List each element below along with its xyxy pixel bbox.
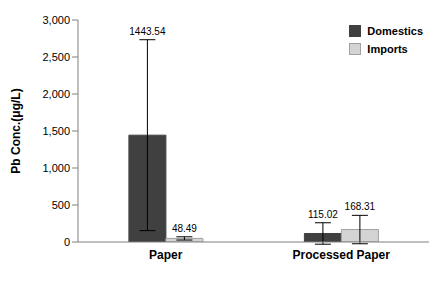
svg-text:2,500: 2,500	[42, 51, 70, 63]
svg-text:1,500: 1,500	[42, 125, 70, 137]
html-text:Domestics: Domestics	[367, 25, 423, 37]
svg-text:Processed Paper: Processed Paper	[293, 248, 391, 262]
html-text:Imports: Imports	[367, 43, 408, 55]
svg-text:115.02: 115.02	[308, 209, 338, 220]
svg-text:Pb Conc.(μg/L): Pb Conc.(μg/L)	[9, 88, 23, 173]
svg-text:1443.54: 1443.54	[129, 26, 166, 37]
svg-text:Paper: Paper	[149, 248, 183, 262]
svg-text:48.49: 48.49	[172, 223, 197, 234]
svg-text:0: 0	[64, 236, 70, 248]
svg-text:1,000: 1,000	[42, 162, 70, 174]
svg-text:3,000: 3,000	[42, 14, 70, 26]
svg-text:2,000: 2,000	[42, 88, 70, 100]
svg-text:500: 500	[52, 199, 70, 211]
svg-text:168.31: 168.31	[345, 201, 376, 212]
